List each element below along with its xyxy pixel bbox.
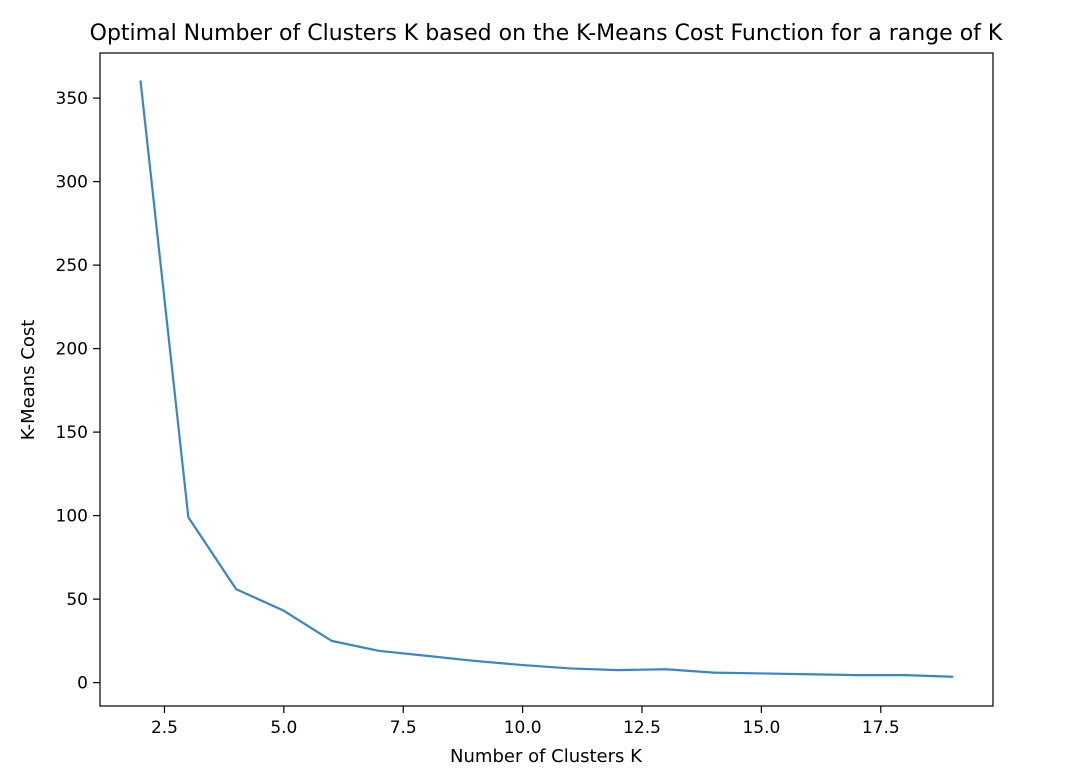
series-layer — [139, 80, 954, 678]
y-axis: 0 50 100 150 200 250 300 350 — [56, 89, 100, 694]
y-axis-label: K-Means Cost — [18, 320, 39, 441]
series-line-kmeans-cost — [139, 80, 954, 678]
y-tick-label: 300 — [56, 173, 88, 193]
y-tick-label: 150 — [56, 423, 88, 443]
y-tick-label: 200 — [56, 340, 88, 360]
y-tick-label: 250 — [56, 256, 88, 276]
y-tick-label: 350 — [56, 89, 88, 109]
x-tick-label: 7.5 — [390, 718, 417, 738]
x-tick-label: 5.0 — [270, 718, 297, 738]
x-tick-label: 15.0 — [742, 718, 780, 738]
y-tick-label: 50 — [66, 590, 88, 610]
chart-title: Optimal Number of Clusters K based on th… — [90, 21, 1003, 46]
y-tick-label: 100 — [56, 507, 88, 527]
x-tick-label: 12.5 — [623, 718, 661, 738]
x-axis: 2.5 5.0 7.5 10.0 12.5 15.0 17.5 — [151, 706, 900, 738]
x-axis-label: Number of Clusters K — [450, 746, 643, 767]
x-tick-label: 10.0 — [504, 718, 542, 738]
plot-area — [99, 52, 994, 707]
y-tick-label: 0 — [77, 674, 88, 694]
x-tick-label: 17.5 — [862, 718, 900, 738]
x-tick-label: 2.5 — [151, 718, 178, 738]
